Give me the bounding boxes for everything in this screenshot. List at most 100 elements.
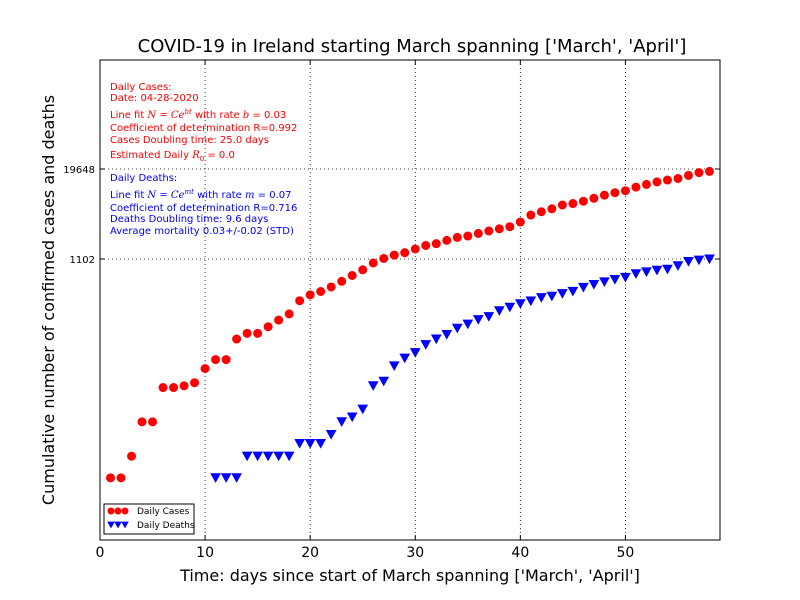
cases-point: [400, 248, 410, 258]
cases-point: [526, 210, 536, 220]
deaths-point: [630, 269, 642, 279]
cases-point: [316, 286, 326, 296]
deaths-point: [378, 376, 390, 387]
deaths-annotation: Daily Deaths: Line fit N = Cemt with rat…: [110, 173, 297, 237]
cases-point: [421, 240, 431, 250]
legend-cases-dot: [114, 507, 122, 515]
deaths-point: [504, 302, 516, 313]
cases-point: [337, 276, 347, 286]
cases-point: [673, 173, 683, 183]
deaths-point: [704, 254, 715, 265]
cases-point: [326, 282, 336, 292]
deaths-point: [241, 451, 253, 462]
legend-cases-marker: [107, 507, 129, 515]
deaths-point: [662, 264, 673, 275]
cases-point: [148, 417, 158, 427]
legend-deaths-triangle: [107, 521, 115, 529]
deaths-point: [546, 291, 558, 302]
x-tick-label: 30: [406, 545, 424, 561]
cases-point: [242, 328, 252, 338]
deaths-point: [357, 404, 369, 415]
cases-point: [463, 231, 473, 241]
legend-deaths-triangle: [121, 521, 129, 529]
cases-point: [536, 207, 546, 217]
cases-point: [284, 309, 294, 319]
deaths-point: [525, 296, 537, 307]
cases-point: [137, 417, 147, 427]
cases-point: [305, 290, 315, 300]
x-tick-label: 40: [511, 545, 529, 561]
deaths-point: [651, 265, 663, 276]
deaths-annotation-line: Coefficient of determination R=0.716: [110, 203, 297, 214]
legend-cases-label: Daily Cases: [137, 507, 190, 517]
deaths-point: [304, 438, 316, 449]
deaths-point: [462, 319, 474, 330]
deaths-point: [599, 277, 610, 287]
cases-point: [599, 190, 609, 200]
data-marks: [106, 166, 715, 483]
cases-point: [662, 175, 672, 185]
cases-point: [484, 226, 494, 236]
x-tick-label: 20: [301, 545, 319, 561]
cases-point: [253, 328, 263, 338]
cases-point: [494, 224, 504, 234]
cases-point: [620, 186, 630, 196]
cases-point: [106, 473, 116, 483]
deaths-point: [567, 286, 579, 297]
cases-annotation-line: Coefficient of determination R=0.992: [110, 123, 297, 134]
cases-annotation-line: Line fit N = Cebt with rate b = 0.03: [110, 108, 286, 121]
cases-point: [347, 270, 357, 280]
plot-area: [99, 59, 721, 541]
cases-point: [211, 355, 221, 365]
cases-annotation: Daily Cases: Date: 04-28-2020 Line fit N…: [110, 82, 297, 163]
cases-annotation-line: Estimated Daily R0 = 0.0: [110, 150, 235, 163]
deaths-point: [325, 429, 337, 440]
x-tick-label: 50: [617, 545, 635, 561]
cases-point: [389, 250, 399, 260]
cases-point: [221, 355, 231, 365]
cases-point: [158, 383, 168, 393]
y-tick-label: 1102: [70, 255, 95, 266]
deaths-point: [588, 280, 600, 290]
cases-point: [547, 204, 557, 214]
cases-point: [368, 258, 378, 268]
deaths-point: [536, 293, 547, 303]
cases-point: [190, 378, 200, 388]
deaths-point: [252, 451, 263, 462]
deaths-point: [441, 330, 453, 340]
cases-point: [515, 217, 525, 227]
cases-point: [179, 381, 189, 391]
cases-point: [694, 168, 704, 178]
deaths-point: [620, 272, 631, 283]
cases-annotation-line: Daily Cases:: [110, 82, 172, 93]
cases-point: [641, 179, 651, 189]
y-axis-label: Cumulative number of confirmed cases and…: [39, 95, 58, 505]
x-axis-label: Time: days since start of March spanning…: [179, 566, 640, 585]
cases-point: [358, 265, 368, 275]
cases-point: [610, 188, 620, 198]
cases-point: [116, 473, 126, 483]
deaths-point: [472, 315, 484, 325]
cases-point: [652, 177, 662, 187]
deaths-point: [262, 451, 274, 462]
chart-title: COVID-19 in Ireland starting March spann…: [138, 36, 687, 57]
deaths-point: [220, 473, 232, 483]
deaths-point: [273, 451, 284, 462]
deaths-point: [210, 473, 221, 483]
deaths-point: [399, 353, 411, 364]
cases-point: [169, 383, 179, 393]
legend-cases-dot: [107, 507, 115, 515]
deaths-point: [578, 282, 589, 293]
cases-point: [274, 315, 284, 325]
deaths-point: [367, 381, 379, 391]
x-tick-label: 10: [196, 545, 214, 561]
deaths-point: [336, 417, 348, 427]
cases-annotation-line: Cases Doubling time: 25.0 days: [110, 135, 269, 146]
legend-cases-dot: [121, 507, 129, 515]
deaths-point: [409, 348, 421, 358]
y-tick-label: 19648: [63, 165, 95, 176]
deaths-point: [283, 451, 295, 462]
legend: Daily Cases Daily Deaths: [103, 503, 195, 535]
cases-point: [473, 228, 483, 238]
deaths-point: [557, 289, 568, 299]
